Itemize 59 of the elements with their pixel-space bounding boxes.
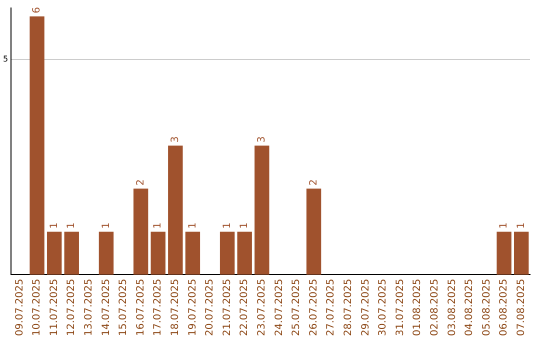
bar [237, 232, 252, 275]
bar [30, 16, 44, 275]
bar [496, 232, 512, 275]
x-tick-label: 25.07.2025 [291, 278, 302, 336]
bar [133, 188, 148, 275]
x-tick-label: 17.07.2025 [152, 278, 164, 336]
x-tick-label: 29.07.2025 [360, 278, 372, 336]
x-tick-label: 20.07.2025 [204, 278, 216, 336]
data-label: 3 [256, 136, 268, 143]
data-label: 2 [308, 179, 320, 186]
data-label: 1 [498, 222, 510, 229]
x-tick-label: 03.08.2025 [446, 278, 458, 336]
data-label: 1 [239, 222, 250, 229]
x-tick-label: 16.07.2025 [135, 278, 146, 336]
x-tick-label: 26.07.2025 [308, 278, 320, 336]
x-tick-label: 10.07.2025 [32, 278, 43, 336]
bar [514, 232, 529, 275]
data-label: 1 [222, 222, 233, 229]
x-tick-label: 11.07.2025 [48, 278, 60, 336]
data-label: 1 [100, 222, 112, 229]
data-label: 1 [516, 222, 527, 229]
x-tick-label: 23.07.2025 [256, 278, 268, 336]
x-tick-label: 01.08.2025 [412, 278, 424, 336]
x-tick-label: 18.07.2025 [170, 278, 182, 336]
data-label: 3 [170, 136, 182, 143]
bar [185, 232, 200, 275]
x-tick-label: 07.08.2025 [516, 278, 527, 336]
bar [150, 232, 166, 275]
bar [64, 232, 79, 275]
x-tick-label: 06.08.2025 [498, 278, 510, 336]
x-tick-label: 15.07.2025 [118, 278, 130, 336]
x-tick-label: 04.08.2025 [464, 278, 476, 336]
x-tick-label: 14.07.2025 [100, 278, 112, 336]
y-tick-label: 5 [2, 54, 8, 64]
data-label: 1 [187, 222, 198, 229]
x-tick-label: 28.07.2025 [342, 278, 354, 336]
data-label: 2 [135, 179, 146, 186]
data-label: 1 [48, 222, 60, 229]
x-tick-label: 21.07.2025 [222, 278, 233, 336]
x-tick-label: 30.07.2025 [378, 278, 389, 336]
x-tick-label: 19.07.2025 [187, 278, 198, 336]
x-tick-label: 22.07.2025 [239, 278, 250, 336]
x-tick-label: 02.08.2025 [429, 278, 440, 336]
x-tick-label: 31.07.2025 [394, 278, 406, 336]
x-tick-label: 09.07.2025 [14, 278, 26, 336]
x-tick-label: 05.08.2025 [481, 278, 492, 336]
bar [168, 146, 183, 275]
bar [98, 232, 114, 275]
x-tick-label: 27.07.2025 [326, 278, 337, 336]
bar [306, 188, 322, 275]
x-tick-label: 24.07.2025 [274, 278, 285, 336]
bar [46, 232, 62, 275]
data-label: 1 [66, 222, 78, 229]
data-label: 6 [32, 7, 43, 14]
bar [254, 146, 270, 275]
x-tick-label: 13.07.2025 [84, 278, 95, 336]
x-tick-label: 12.07.2025 [66, 278, 78, 336]
bar [220, 232, 235, 275]
data-label: 1 [152, 222, 164, 229]
